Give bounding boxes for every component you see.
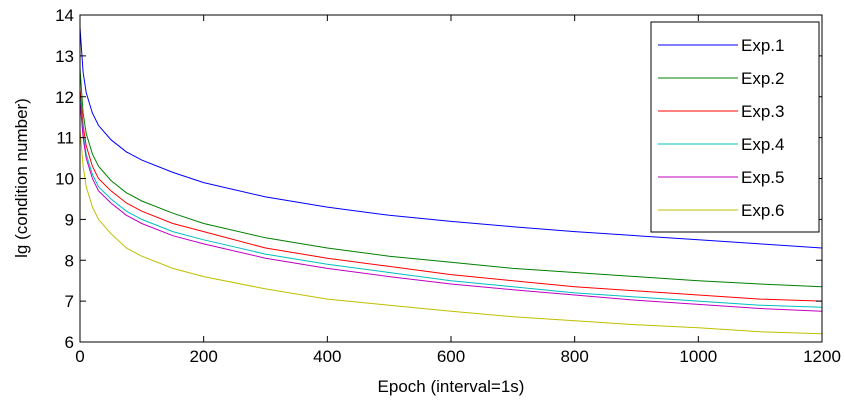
x-tick-label: 1200 xyxy=(803,347,841,366)
series-layer xyxy=(79,27,823,335)
legend-label-6: Exp.6 xyxy=(741,201,784,220)
legend-label-3: Exp.3 xyxy=(741,102,784,121)
x-tick-label: 200 xyxy=(189,347,217,366)
x-tick-label: 400 xyxy=(313,347,341,366)
series-line-3 xyxy=(79,88,823,302)
series-line-4 xyxy=(79,96,823,308)
legend: Exp.1 Exp.2 Exp.3 Exp.4 Exp.5 Exp.6 xyxy=(650,21,820,233)
legend-label-2: Exp.2 xyxy=(741,69,784,88)
y-tick-label: 10 xyxy=(55,170,74,189)
legend-box xyxy=(650,21,820,233)
y-tick-label: 7 xyxy=(65,292,74,311)
y-tick-label: 13 xyxy=(55,47,74,66)
x-tick-label: 800 xyxy=(560,347,588,366)
y-tick-label: 12 xyxy=(55,88,74,107)
y-tick-label: 14 xyxy=(55,6,74,25)
y-tick-label: 9 xyxy=(65,210,74,229)
y-axis-title: lg (condition number) xyxy=(12,98,31,258)
y-tick-label: 8 xyxy=(65,251,74,270)
x-tick-label: 1000 xyxy=(679,347,717,366)
series-line-1 xyxy=(79,27,823,249)
series-line-2 xyxy=(79,68,823,288)
y-tick-label: 6 xyxy=(65,333,74,352)
x-tick-label: 600 xyxy=(437,347,465,366)
x-axis-title: Epoch (interval=1s) xyxy=(378,377,525,396)
y-tick-label: 11 xyxy=(56,129,74,148)
legend-label-5: Exp.5 xyxy=(741,168,784,187)
legend-label-4: Exp.4 xyxy=(741,135,784,154)
x-tick-label: 0 xyxy=(75,347,84,366)
tick-layer: 0 200 400 600 800 1000 1200 6 7 8 9 10 11 12 13 14 xyxy=(55,6,841,366)
series-line-5 xyxy=(79,100,823,312)
legend-label-1: Exp.1 xyxy=(741,36,784,55)
series-line-6 xyxy=(79,129,823,335)
